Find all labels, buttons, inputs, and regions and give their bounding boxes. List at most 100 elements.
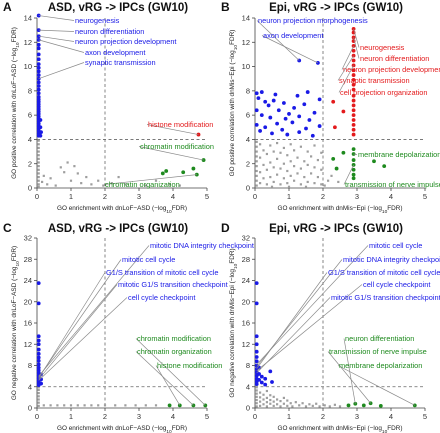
data-point-grey (255, 405, 258, 408)
data-point-grey (259, 391, 262, 394)
annotation-leader (327, 351, 371, 404)
x-tick-label: 3 (137, 192, 141, 201)
data-point-green (194, 172, 199, 177)
data-point-grey (315, 402, 318, 405)
data-point-grey (37, 157, 40, 160)
data-point-blue (36, 351, 41, 356)
data-point-blue (271, 98, 276, 103)
data-point-grey (327, 179, 330, 182)
data-point-grey (37, 161, 40, 164)
data-point-blue (36, 355, 41, 360)
panel-d: D Epi, vRG -> IPCs (GW10)0 1 2 3 4 50481216202… (221, 221, 440, 433)
data-point-red (351, 127, 356, 132)
data-point-grey (265, 168, 268, 171)
annotation-label: neuron differentiation (345, 334, 414, 343)
data-point-blue (297, 130, 302, 135)
data-point-blue (307, 118, 312, 122)
data-point-grey (269, 398, 272, 402)
data-point-grey (272, 166, 275, 169)
x-tick-label: 1 (287, 412, 291, 421)
panel-c: C ASD, vRG -> IPCs (GW10)0 1 2 3 4 50481216202… (3, 221, 254, 433)
x-tick-label: 1 (287, 192, 291, 201)
data-point-grey (255, 155, 258, 158)
data-point-grey (37, 183, 40, 186)
data-point-blue (292, 105, 296, 110)
data-point-grey (289, 174, 292, 177)
y-tick-label: 8 (28, 86, 32, 95)
data-point-grey (279, 399, 282, 403)
annotation-leader (353, 28, 360, 48)
data-point-grey (37, 139, 40, 142)
data-point-grey (97, 404, 100, 407)
data-point-grey (83, 404, 86, 407)
data-point-blue (263, 99, 268, 104)
data-point-grey (299, 183, 302, 186)
y-tick-label: 14 (242, 14, 250, 23)
x-tick-label: 4 (389, 192, 393, 201)
x-tick-label: 1 (69, 192, 73, 201)
data-point-blue (36, 301, 41, 306)
data-point-blue (36, 62, 41, 67)
annotation-leader (343, 338, 356, 404)
x-tick-label: 2 (103, 192, 107, 201)
data-point-blue (275, 121, 279, 126)
y-tick-label: 20 (24, 297, 32, 306)
data-point-green (372, 159, 376, 164)
data-point-grey (69, 404, 73, 407)
annotation-label: neurogenesis (360, 43, 405, 52)
data-point-grey (262, 393, 265, 396)
data-point-blue (38, 125, 43, 130)
data-point-blue (259, 374, 264, 379)
data-point-grey (282, 402, 285, 405)
annotation-leader (103, 174, 197, 185)
data-point-grey (301, 402, 304, 405)
data-point-green (378, 403, 383, 408)
data-point-grey (144, 404, 147, 407)
data-point-blue (268, 115, 273, 120)
annotation-label: histone modification (157, 361, 222, 370)
data-point-blue (36, 37, 41, 42)
data-point-blue (258, 129, 262, 133)
data-point-grey (265, 405, 268, 408)
data-point-blue (305, 90, 310, 94)
data-point-grey (259, 156, 262, 159)
data-point-blue (282, 101, 286, 105)
y-axis-label: GO negative correlation with dnMis−Epi (… (229, 248, 239, 397)
y-tick-label: 4 (246, 135, 250, 144)
data-point-blue (295, 93, 300, 98)
data-point-grey (37, 185, 40, 188)
data-point-blue (263, 376, 268, 381)
data-point-blue (36, 368, 41, 373)
data-point-grey (286, 169, 289, 173)
data-point-grey (103, 404, 107, 407)
x-axis-label: GO enrichment with dnLoF−ASD (−log10FDR) (57, 425, 187, 433)
data-point-grey (298, 404, 301, 407)
y-tick-label: 10 (24, 62, 32, 71)
data-point-grey (66, 161, 69, 164)
data-point-red (351, 132, 356, 137)
data-point-grey (313, 166, 316, 169)
y-tick-label: 24 (242, 276, 250, 285)
data-point-blue (254, 342, 259, 347)
data-point-grey (134, 404, 137, 407)
data-point-blue (36, 73, 41, 77)
data-point-grey (259, 400, 262, 403)
data-point-grey (37, 179, 40, 182)
annotation-label: histone modification (148, 120, 213, 129)
data-point-grey (255, 169, 258, 173)
data-point-grey (73, 165, 76, 168)
data-point-blue (270, 380, 274, 384)
data-point-grey (296, 172, 299, 175)
data-point-grey (306, 163, 309, 167)
data-point-red (351, 35, 356, 40)
annotation-label: cell projection organization (340, 88, 428, 97)
data-point-grey (337, 180, 340, 184)
data-point-blue (36, 42, 41, 47)
data-point-grey (276, 141, 279, 145)
data-point-blue (273, 92, 278, 97)
data-point-grey (323, 404, 326, 407)
x-axis-label: GO enrichment with dnMis−Epi (−log10FDR) (277, 425, 402, 433)
annotation-label: neuron differentiation (360, 54, 429, 63)
data-point-grey (265, 389, 268, 393)
data-point-grey (102, 184, 105, 187)
